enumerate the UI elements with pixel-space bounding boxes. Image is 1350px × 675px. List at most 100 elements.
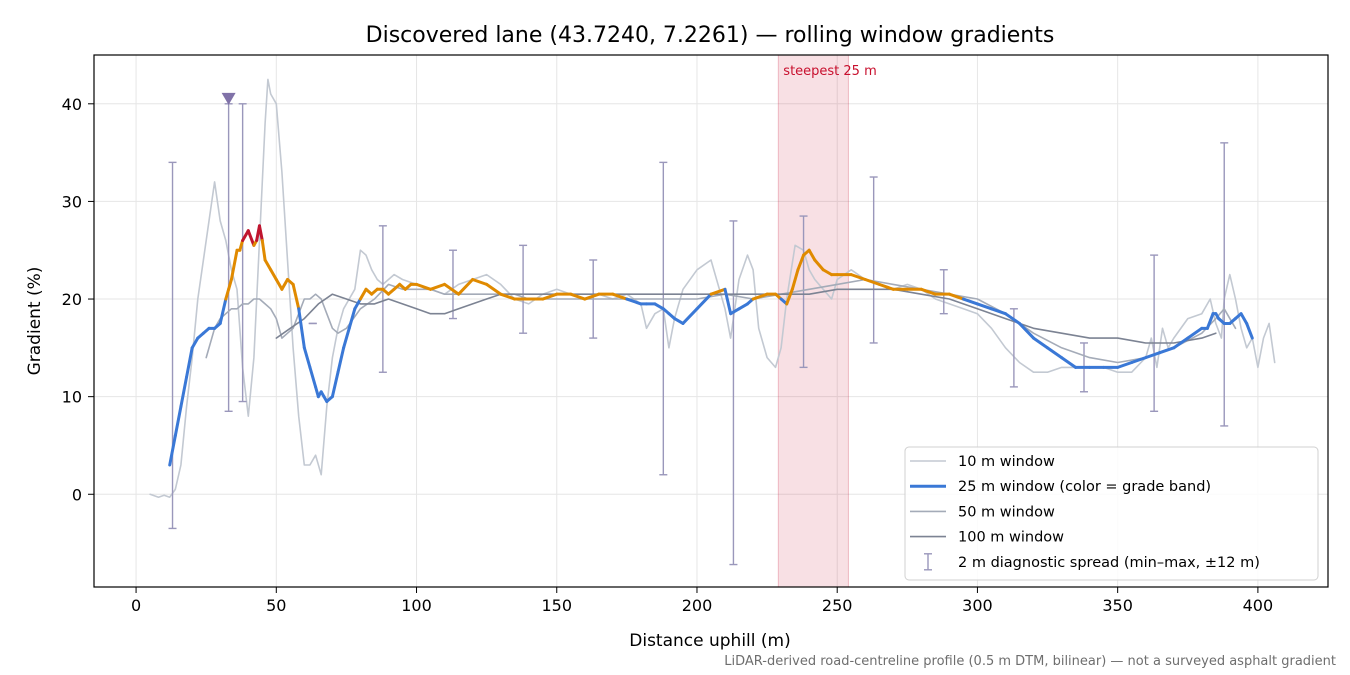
series-25m-segment (224, 287, 231, 301)
series-25m-segment (308, 365, 318, 389)
errorbar (168, 161, 177, 530)
errorbar (378, 225, 387, 373)
series-25m-segment (863, 278, 881, 286)
errorbar (799, 215, 808, 369)
plot-frame (93, 54, 1329, 588)
series-25m-segment (218, 297, 228, 325)
series-25m-segment (1186, 326, 1204, 340)
series-25m-segment (1205, 312, 1215, 330)
series-25m-segment (429, 282, 447, 291)
series-25m-segment (246, 229, 256, 247)
series-25m-segment (238, 238, 245, 252)
legend-label: 100 m window (958, 530, 1064, 546)
series-25m-segment (347, 307, 357, 330)
series-25m-segment (1018, 321, 1036, 340)
series-25m-segment (336, 346, 346, 374)
series-25m-segment (611, 292, 629, 301)
series-25m-segment (989, 307, 1007, 316)
y-tick-label: 10 (62, 388, 82, 407)
steepest-band (777, 54, 849, 588)
errorbar (1150, 254, 1159, 412)
series-25m-segment (1245, 321, 1254, 340)
series-25m-segment (751, 292, 769, 301)
x-tick-label: 300 (962, 596, 993, 615)
series-25m-segment (485, 282, 503, 296)
errorbar (448, 249, 457, 320)
series-25m-segment (499, 292, 517, 301)
marker-triangle (221, 92, 236, 105)
steepest-label: steepest 25 m (783, 64, 876, 79)
series-25m-segment (229, 248, 239, 282)
errorbar (1220, 142, 1229, 427)
series-25m-segment (1116, 360, 1134, 369)
x-tick-label: 350 (1102, 596, 1133, 615)
series-25m-segment (1130, 356, 1148, 364)
series-25m-segment (673, 317, 685, 325)
series-25m-segment (821, 268, 834, 277)
footer-note: LiDAR-derived road-centreline profile (0… (724, 654, 1336, 669)
series-group (149, 78, 1276, 566)
series-25m-segment (415, 282, 433, 291)
series-25m-segment (260, 238, 267, 262)
series-25m-segment (1158, 346, 1176, 355)
x-tick-label: 200 (682, 596, 713, 615)
series-25m-segment (342, 326, 351, 350)
series-25m-segment (695, 292, 713, 311)
errorbar (224, 103, 233, 412)
series-25m-segment (737, 302, 749, 311)
series-25m-segment (813, 258, 825, 272)
series-25m-segment (302, 346, 312, 369)
legend-box (904, 446, 1319, 581)
series-25m-segment (263, 258, 273, 272)
series-25m-segment (807, 248, 817, 262)
series-25m-segment (877, 282, 895, 291)
plot-area: steepest 25 m 0 50 100 150 200 250 300 350 400 0 10… (62, 54, 1329, 615)
series-25m-segment (790, 268, 800, 291)
x-tick-label: 250 (822, 596, 853, 615)
legend-label: 25 m window (color = grade band) (958, 479, 1211, 495)
series-25m-segment (919, 287, 937, 296)
series-25m-segment (1144, 351, 1162, 360)
series-25m-segment (681, 307, 699, 325)
series-25m-segment (274, 278, 284, 291)
series-25m-segment (269, 268, 278, 282)
series-25m-segment (358, 287, 368, 301)
series-25m-segment (457, 278, 475, 296)
series-25m-segment (729, 307, 741, 316)
series-25m-segment (1032, 336, 1050, 350)
series-25m-segment (541, 292, 559, 301)
legend-label: 10 m window (958, 454, 1055, 470)
series-25m-segment (849, 273, 867, 282)
series-25m-segment (297, 307, 306, 350)
y-tick-label: 40 (62, 95, 82, 114)
legend-label: 2 m diagnostic spread (min–max, ±12 m) (958, 555, 1260, 571)
errorbar (659, 161, 668, 476)
series-25m-segment (1172, 336, 1190, 350)
series-10m-line (149, 78, 1276, 499)
x-axis-label: Distance uphill (m) (629, 631, 790, 651)
series-25m-segment (280, 278, 290, 291)
x-tick-label: 100 (401, 596, 432, 615)
series-25m-segment (1060, 356, 1078, 369)
series-25m-segment (471, 278, 489, 286)
series-25m-segment (257, 224, 264, 242)
errorbar (869, 176, 878, 344)
errorbar (519, 244, 528, 334)
series-25m-segment (785, 287, 794, 306)
series-25m-segment (625, 297, 643, 306)
series-25m-segment (443, 282, 461, 296)
series-25m-segment (1003, 312, 1021, 325)
x-tick-label: 50 (266, 596, 286, 615)
series-25m-segment (330, 370, 340, 399)
y-tick-label: 0 (72, 485, 82, 504)
series-25m-segment (190, 336, 200, 350)
series-25m-segment (291, 282, 301, 311)
series-25m-segment (1046, 346, 1064, 360)
errorbar (939, 269, 948, 315)
series-25m-segment (583, 292, 601, 301)
y-tick-label: 20 (62, 290, 82, 309)
x-tick-label: 150 (541, 596, 572, 615)
series-25m-segment (1239, 312, 1249, 325)
series-25m-segment (173, 404, 183, 438)
